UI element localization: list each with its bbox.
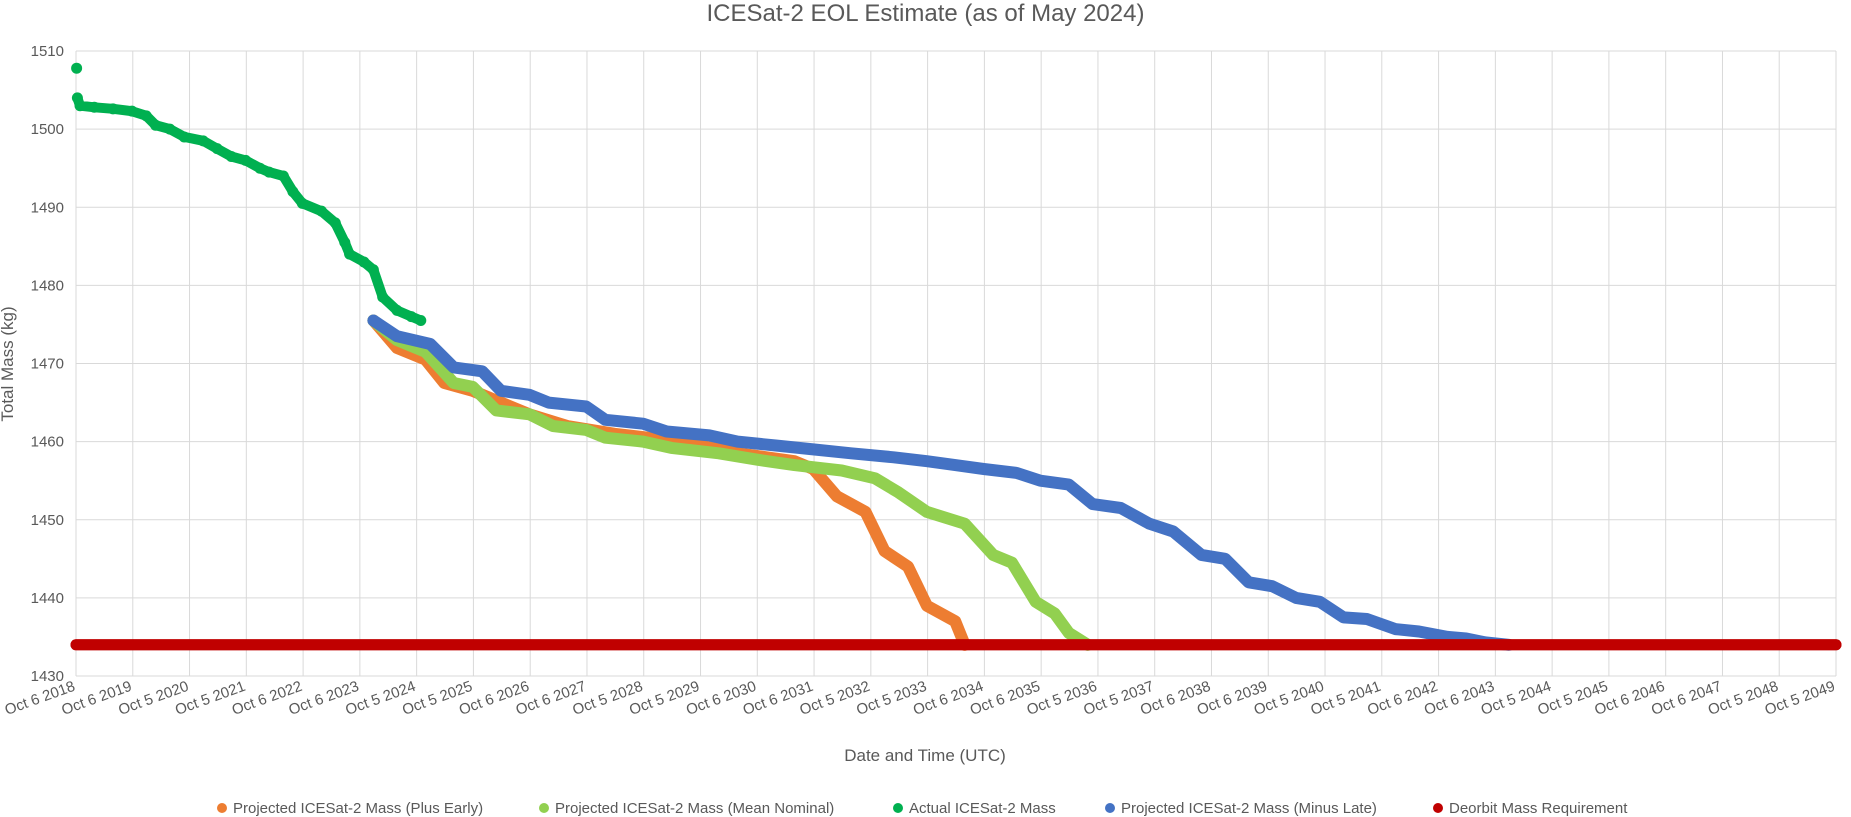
grid-lines <box>75 50 1837 677</box>
actual-mass-point <box>225 150 237 162</box>
legend-label: Actual ICESat-2 Mass <box>909 800 1056 817</box>
legend-label: Projected ICESat-2 Mass (Mean Nominal) <box>555 800 834 817</box>
y-tick-label: 1500 <box>31 121 64 138</box>
actual-mass-point <box>164 123 176 135</box>
actual-mass-point <box>377 291 389 303</box>
actual-mass-point <box>140 110 152 122</box>
y-tick-label: 1430 <box>31 668 64 685</box>
y-tick-label: 1470 <box>31 356 64 373</box>
legend-marker <box>539 803 549 813</box>
actual-mass-point <box>150 119 162 131</box>
legend-label: Projected ICESat-2 Mass (Plus Early) <box>233 800 483 817</box>
actual-mass-point <box>367 264 379 276</box>
actual-mass-point <box>197 135 209 147</box>
legend-label: Deorbit Mass Requirement <box>1449 800 1628 817</box>
y-tick-label: 1510 <box>31 43 64 60</box>
actual-mass-point <box>344 248 356 260</box>
actual-mass-point <box>315 205 327 217</box>
actual-mass-point <box>391 304 403 316</box>
series-layer <box>70 62 1842 651</box>
series-line-1 <box>367 314 1094 651</box>
y-tick-label: 1490 <box>31 199 64 216</box>
y-tick-labels: 1430 1440 1450 1460 1470 1480 1490 1500 1510 <box>31 43 64 685</box>
y-tick-label: 1450 <box>31 512 64 529</box>
legend-label: Projected ICESat-2 Mass (Minus Late) <box>1121 800 1377 817</box>
actual-mass-point <box>107 103 119 115</box>
legend-marker <box>1105 803 1115 813</box>
series-line-3 <box>367 314 1515 651</box>
actual-mass-point <box>74 100 86 112</box>
actual-mass-point <box>358 256 370 268</box>
actual-mass-point <box>329 217 341 229</box>
actual-mass-point <box>405 311 417 323</box>
actual-mass-point <box>287 186 299 198</box>
actual-mass-point <box>211 143 223 155</box>
legend-marker <box>1433 803 1443 813</box>
x-axis-title: Date and Time (UTC) <box>844 746 1006 765</box>
y-tick-label: 1440 <box>31 590 64 607</box>
actual-mass-point <box>277 170 289 182</box>
actual-mass-point <box>296 197 308 209</box>
actual-mass-point <box>178 131 190 143</box>
actual-mass-line <box>72 92 426 326</box>
actual-mass-point <box>339 236 351 248</box>
actual-mass-point <box>88 101 100 113</box>
actual-mass-point <box>254 162 266 174</box>
legend-marker <box>217 803 227 813</box>
chart-title: ICESat-2 EOL Estimate (as of May 2024) <box>707 0 1145 27</box>
legend-marker <box>893 803 903 813</box>
actual-mass-point <box>263 166 275 178</box>
legend: Projected ICESat-2 Mass (Plus Early) Proj… <box>217 800 1628 817</box>
y-tick-label: 1480 <box>31 277 64 294</box>
actual-mass-point <box>240 154 252 166</box>
y-axis-title: Total Mass (kg) <box>0 306 17 421</box>
actual-mass-point <box>126 105 138 117</box>
actual-mass-point <box>71 62 83 74</box>
y-tick-label: 1460 <box>31 434 64 451</box>
actual-mass-point <box>415 315 427 327</box>
